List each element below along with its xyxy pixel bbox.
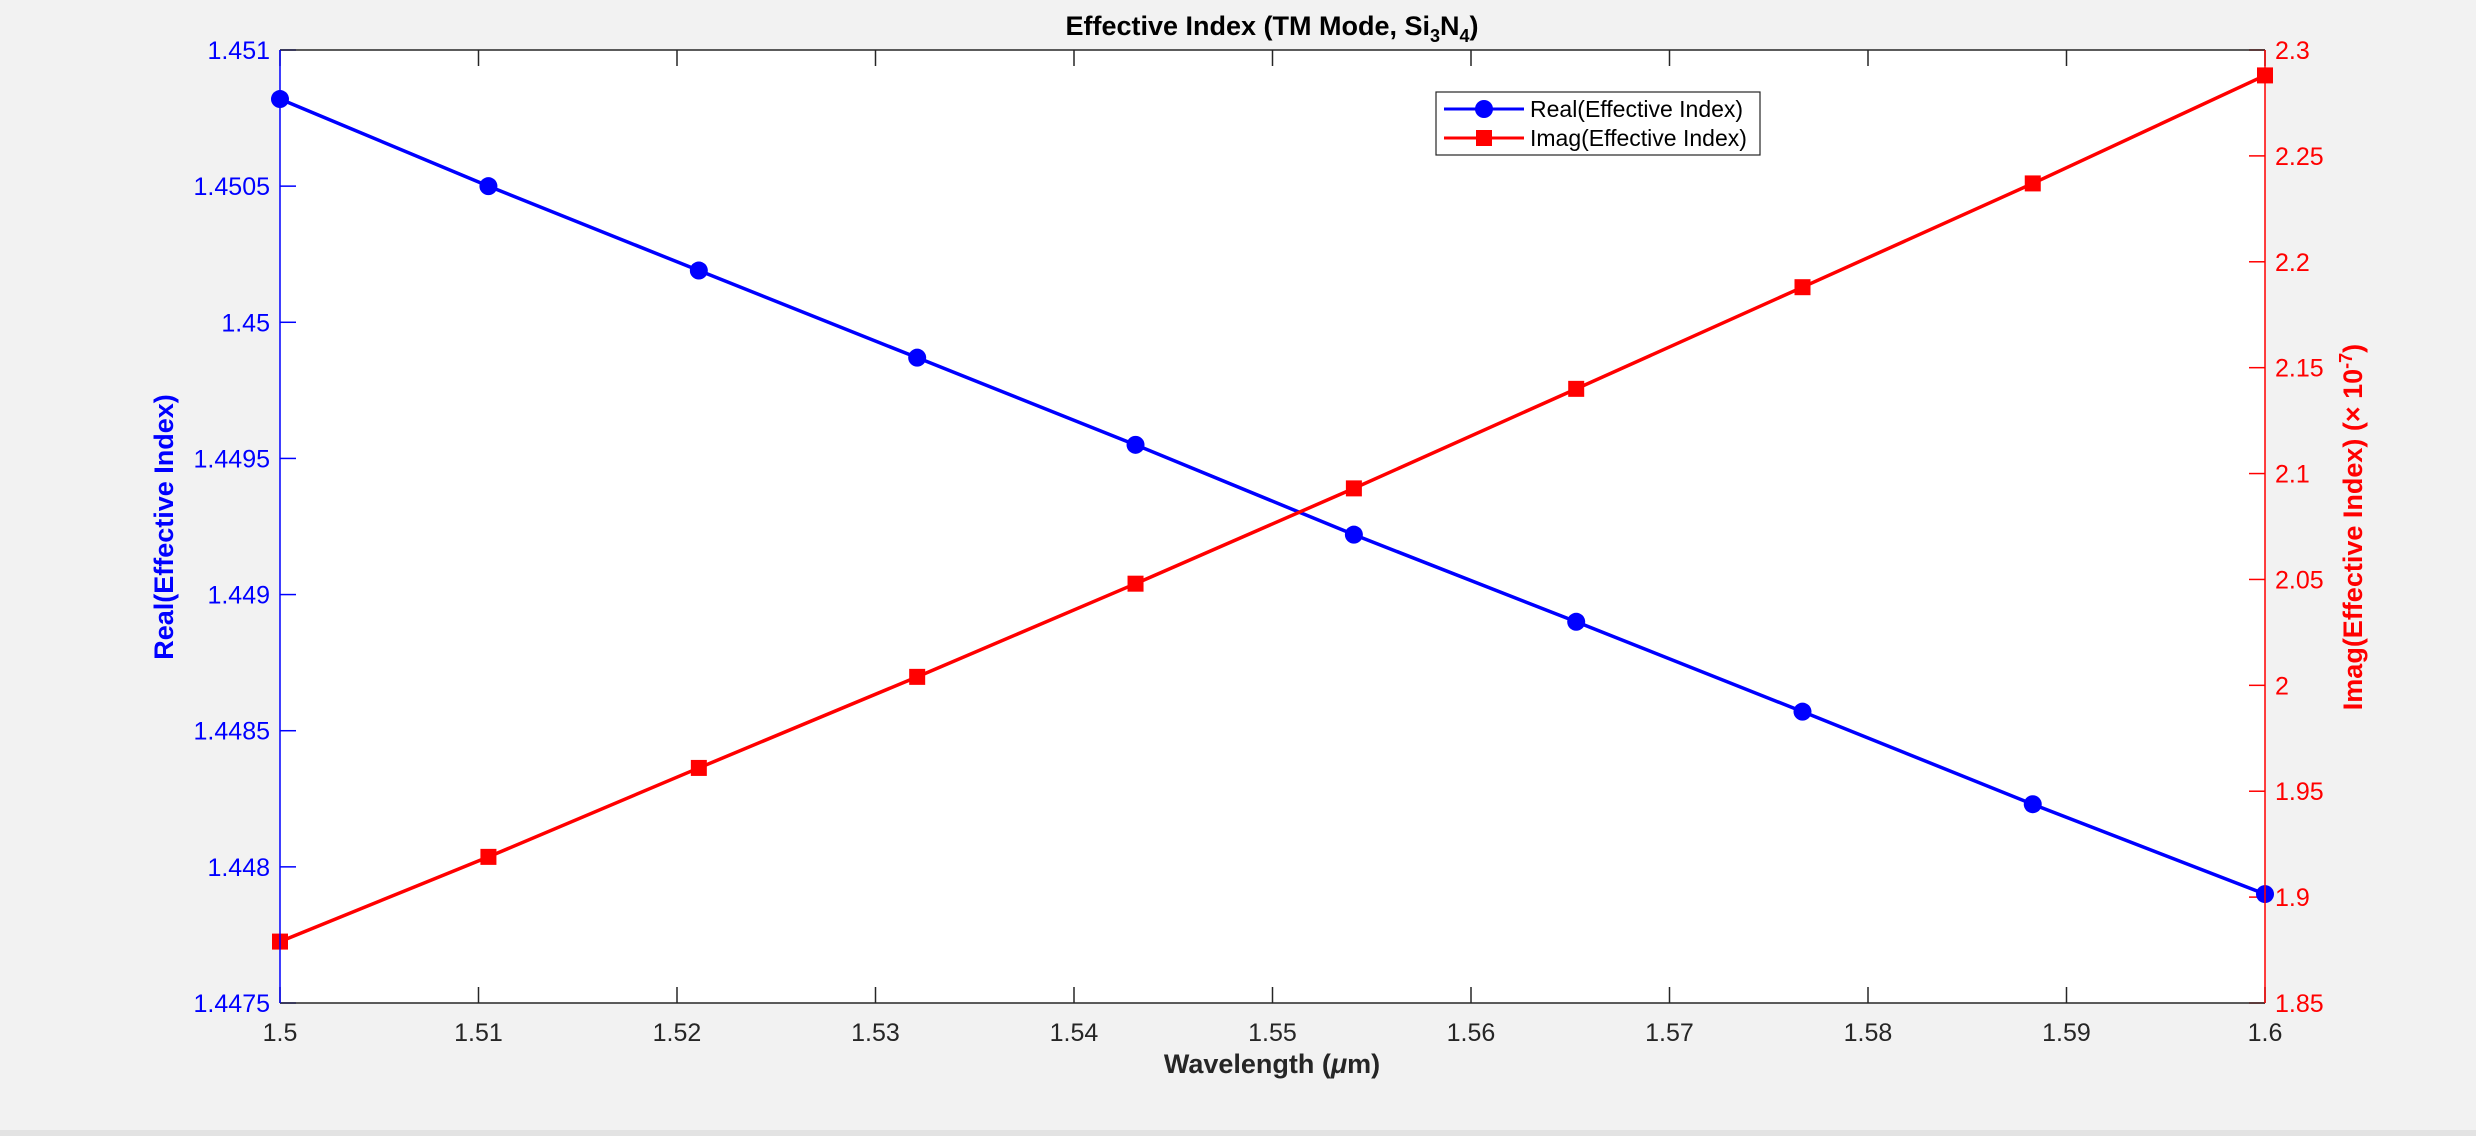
y-right-tick-label: 1.9	[2275, 884, 2310, 912]
legend: Real(Effective Index) Imag(Effective Ind…	[1435, 91, 1761, 156]
series-line-real	[279, 97, 2266, 896]
data-point-imag	[1127, 575, 1144, 592]
y-right-tick-label: 2.2	[2275, 249, 2310, 277]
data-point-real	[1793, 702, 1812, 721]
y-left-ticks: 1.4475 1.448 1.4485 1.449 1.4495 1.45 1.4505 1.…	[194, 37, 296, 1018]
plot-area	[280, 50, 2265, 1003]
data-point-imag	[1794, 279, 1811, 296]
data-point-imag	[690, 759, 707, 776]
data-point-imag	[480, 848, 497, 865]
data-point-real	[1567, 612, 1586, 631]
x-tick-label: 1.59	[2042, 1019, 2091, 1047]
x-tick-label: 1.57	[1645, 1019, 1694, 1047]
series-layer	[271, 67, 2274, 950]
data-point-real	[689, 261, 708, 280]
x-tick-label: 1.6	[2248, 1019, 2283, 1047]
y-left-tick-label: 1.448	[207, 854, 270, 882]
x-tick-label: 1.58	[1844, 1019, 1893, 1047]
x-tick-label: 1.54	[1050, 1019, 1099, 1047]
data-point-real	[1126, 435, 1145, 454]
x-tick-label: 1.56	[1447, 1019, 1496, 1047]
data-point-imag	[909, 668, 926, 685]
y-left-tick-label: 1.451	[207, 37, 270, 65]
window-bottom-border	[0, 1130, 2476, 1136]
legend-label-real: Real(Effective Index)	[1530, 96, 1743, 122]
y-right-ticks: 1.85 1.9 1.95 2 2.05 2.1 2.15 2.2 2.25 2.3	[2249, 37, 2324, 1018]
y-left-tick-label: 1.4475	[194, 990, 270, 1018]
data-point-real	[479, 177, 498, 196]
x-tick-label: 1.55	[1248, 1019, 1297, 1047]
legend-marker-real	[1475, 100, 1493, 118]
series-line-imag	[279, 73, 2266, 944]
x-tick-label: 1.51	[454, 1019, 503, 1047]
x-ticks: 1.5 1.51 1.52 1.53 1.54 1.55 1.56 1.57 1.58 1.59 1…	[263, 50, 2283, 1047]
y-right-tick-label: 2.05	[2275, 566, 2324, 594]
y-right-tick-label: 2.15	[2275, 355, 2324, 383]
data-point-real	[1344, 525, 1363, 544]
x-axis-label: Wavelength (μm)	[1164, 1049, 1380, 1079]
x-tick-label: 1.52	[653, 1019, 702, 1047]
y-right-tick-label: 2.25	[2275, 143, 2324, 171]
y-right-tick-label: 1.95	[2275, 778, 2324, 806]
data-point-imag	[1568, 380, 1585, 397]
y-left-tick-label: 1.4485	[194, 718, 270, 746]
x-tick-label: 1.53	[851, 1019, 900, 1047]
y-axis-right-label: Imag(Effective Index) (× 10-7)	[2336, 344, 2368, 710]
y-left-tick-label: 1.4495	[194, 445, 270, 473]
y-axis-left-label: Real(Effective Index)	[149, 394, 179, 660]
legend-marker-imag	[1476, 130, 1492, 146]
y-right-tick-label: 2	[2275, 672, 2289, 700]
y-right-tick-label: 2.3	[2275, 37, 2310, 65]
data-point-real	[908, 348, 927, 367]
legend-label-imag: Imag(Effective Index)	[1530, 125, 1747, 151]
y-right-tick-label: 2.1	[2275, 461, 2310, 489]
data-point-imag	[2024, 175, 2041, 192]
data-point-imag	[1345, 480, 1362, 497]
y-left-tick-label: 1.4505	[194, 173, 270, 201]
y-left-tick-label: 1.449	[207, 582, 270, 610]
y-right-tick-label: 1.85	[2275, 990, 2324, 1018]
chart-title: Effective Index (TM Mode, Si3N4)	[1065, 11, 1478, 46]
y-left-tick-label: 1.45	[221, 309, 270, 337]
data-point-real	[2023, 795, 2042, 814]
x-tick-label: 1.5	[263, 1019, 298, 1047]
